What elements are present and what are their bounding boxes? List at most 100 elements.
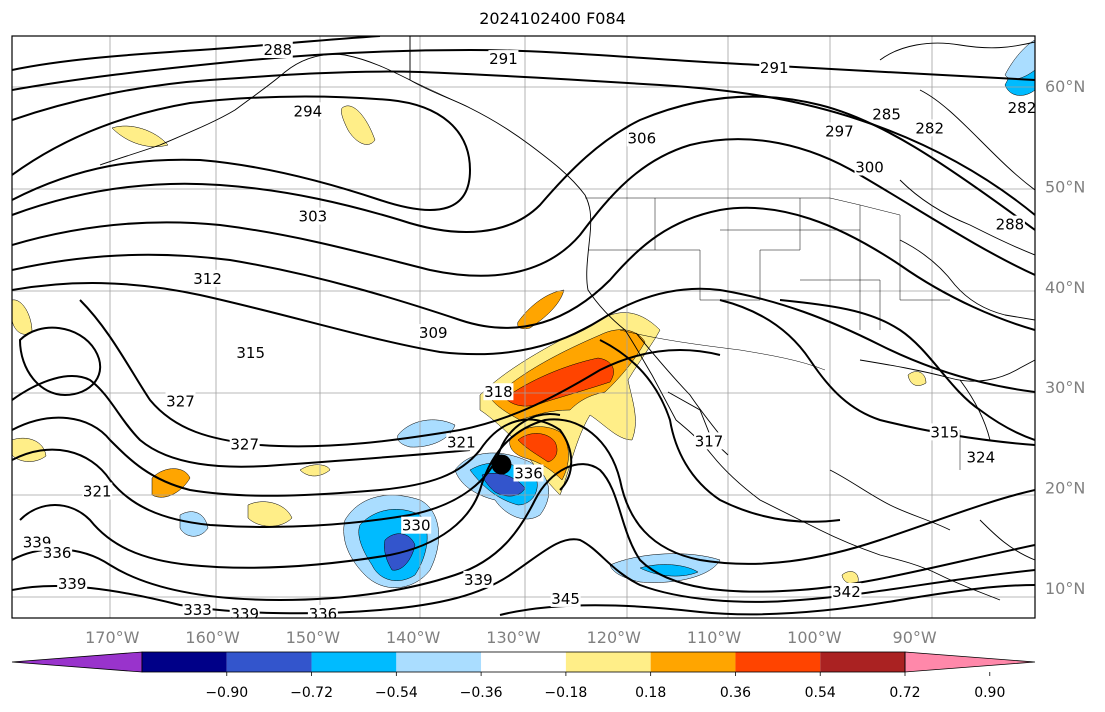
contour-label-bg	[229, 604, 260, 618]
contour-label: 327	[166, 392, 195, 410]
colorbar-tick-label: −0.72	[290, 685, 333, 701]
warm-patch-aleutians	[111, 125, 169, 147]
lat-label-50: 50°N	[1045, 178, 1085, 197]
contour-label: 339	[58, 575, 87, 593]
cold-patch-central	[397, 419, 456, 448]
coastlines	[99, 36, 1035, 601]
cold-patch-west-pacific	[179, 511, 209, 537]
contour-label-bg	[483, 383, 514, 401]
contour-label: 327	[230, 435, 259, 453]
lat-label-10: 10°N	[1045, 579, 1085, 598]
colorbar-tick-label: −0.54	[375, 685, 418, 701]
warm-patch-alaska	[341, 105, 376, 145]
contour-label: 312	[193, 270, 222, 288]
contour-label: 300	[855, 158, 884, 176]
contour-label: 291	[489, 50, 518, 68]
warm-patch-mid-pacific	[299, 464, 331, 477]
contour-label-bg	[401, 516, 432, 534]
country-borders	[409, 36, 961, 470]
lon-label-90: 90°W	[893, 628, 937, 647]
contour-label: 282	[915, 119, 944, 137]
colorbar-tick-label: 0.90	[974, 685, 1005, 701]
lat-label-40: 40°N	[1045, 278, 1085, 297]
contour-label-bg	[42, 543, 73, 561]
strong-warm-core-south	[517, 433, 558, 463]
contour-label: 333	[183, 601, 212, 619]
colorbar-tick-label: −0.18	[544, 685, 587, 701]
lon-label-160: 160°W	[185, 628, 240, 647]
contour-label: 318	[484, 383, 513, 401]
contour-label: 321	[83, 483, 112, 501]
contour-label-bg	[57, 574, 88, 592]
contour-label-bg	[626, 129, 657, 147]
warm-patch-south-pacific	[247, 501, 293, 527]
contour-label: 297	[825, 122, 854, 140]
colorbar-segment	[565, 652, 651, 672]
colorbar-tick-label: −0.90	[205, 685, 248, 701]
contour-label: 345	[551, 590, 580, 608]
colorbar-segment	[142, 652, 227, 672]
colorbar-segment	[650, 652, 736, 672]
contour-label-bg	[550, 589, 581, 607]
contour-label: 336	[514, 465, 543, 483]
colorbar-tick-label: 0.36	[720, 685, 751, 701]
lon-label-130: 130°W	[486, 628, 541, 647]
contour-label: 339	[230, 605, 259, 623]
contour-label-bg	[463, 570, 494, 588]
contour-label: 285	[872, 105, 901, 123]
contour-label-bg	[292, 102, 323, 120]
colorbar-segment	[820, 652, 905, 672]
map-border	[11, 35, 1036, 619]
contour-label-bg	[488, 50, 519, 68]
contour-label-bg	[446, 433, 477, 451]
colorbar-border	[141, 651, 906, 673]
contour-label-bg	[759, 59, 790, 77]
contour-label-bg	[871, 105, 902, 123]
contour-label: 282	[1008, 99, 1037, 117]
colorbar-segment	[226, 652, 312, 672]
contour-label: 294	[294, 102, 323, 120]
contour-label: 324	[967, 448, 996, 466]
contour-label: 317	[695, 432, 724, 450]
contour-label-bg	[418, 324, 449, 342]
contour-label-bg	[694, 432, 725, 450]
contour-label-bg	[513, 464, 544, 482]
map-title: 2024102400 F084	[479, 9, 626, 28]
colorbar-segment	[396, 652, 482, 672]
lat-label-20: 20°N	[1045, 479, 1085, 498]
contour-label-bg	[192, 269, 223, 287]
contour-label: 288	[996, 216, 1025, 234]
contour-label-bg	[82, 482, 113, 500]
contour-label: 288	[263, 41, 292, 59]
contour-label-bg	[929, 423, 960, 441]
contour-label-bg	[965, 448, 996, 466]
contour-label-bg	[235, 344, 266, 362]
contour-label-bg	[854, 158, 885, 176]
colorbar-tick-label: −0.36	[460, 685, 503, 701]
latitude-labels: 60°N 50°N 40°N 30°N 20°N 10°N	[1045, 77, 1085, 598]
contour-label-bg	[262, 41, 293, 59]
contour-label-bg	[182, 600, 213, 618]
contour-label: 336	[309, 605, 338, 623]
contour-label: 306	[628, 129, 657, 147]
contour-label-bg	[297, 207, 328, 225]
lon-label-150: 150°W	[286, 628, 341, 647]
colorbar: −0.90 −0.72 −0.54 −0.36 −0.18 0.18 0.36 0.54 0.7…	[11, 651, 1036, 701]
contour-label-bg	[1006, 99, 1035, 117]
lat-label-60: 60°N	[1045, 77, 1085, 96]
contour-label-bg	[307, 604, 338, 618]
colorbar-segment	[311, 652, 397, 672]
colorbar-extend-low	[11, 651, 143, 673]
contour-label-bg	[914, 119, 945, 137]
lon-label-170: 170°W	[85, 628, 140, 647]
lon-label-100: 100°W	[787, 628, 842, 647]
lon-label-110: 110°W	[687, 628, 742, 647]
colorbar-tick-label: 0.18	[635, 685, 666, 701]
lon-label-140: 140°W	[386, 628, 441, 647]
contour-label: 339	[464, 571, 493, 589]
contour-label-bg	[165, 392, 196, 410]
contour-label-bg	[229, 435, 260, 453]
